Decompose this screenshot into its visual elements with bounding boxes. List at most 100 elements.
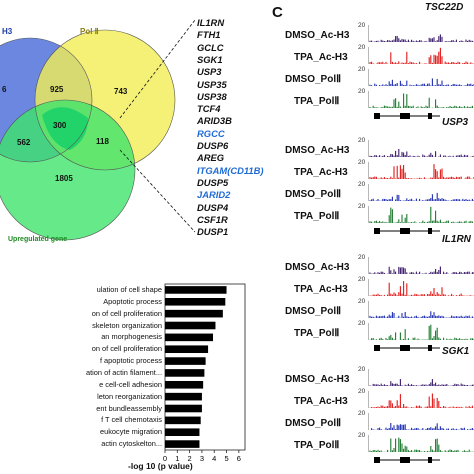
track-label: DMSO_PolⅡ — [285, 306, 342, 317]
coverage-track — [368, 369, 474, 386]
venn-set-b-outline — [34, 29, 176, 171]
coverage-track — [368, 391, 474, 408]
track-scale-label: 20 — [358, 137, 366, 144]
gene-model-exon — [428, 228, 432, 234]
coverage-track — [368, 206, 474, 223]
go-term-label: Apoptotic process — [103, 296, 162, 306]
gene-list-item: CSF1R — [197, 213, 228, 225]
gene-model-exon — [428, 457, 432, 463]
gene-model — [374, 345, 440, 351]
coverage-track — [368, 140, 474, 157]
bar — [165, 357, 206, 365]
gene-model — [374, 228, 440, 234]
bar — [165, 297, 226, 306]
track-scale-label: 20 — [358, 388, 366, 395]
coverage-track — [368, 279, 474, 296]
bar — [165, 392, 202, 401]
track-scale-label: 20 — [358, 66, 366, 73]
go-term-label: on of cell proliferation — [91, 344, 162, 354]
coverage-track — [368, 69, 474, 86]
bar — [165, 440, 200, 448]
gene-model-exon — [400, 345, 410, 351]
venn-count-abc: 300 — [53, 121, 67, 130]
track-label: DMSO_Ac-H3 — [285, 145, 350, 156]
track-scale-label: 20 — [358, 410, 366, 417]
x-tick-label: 5 — [224, 454, 228, 463]
track-scale-label: 20 — [358, 44, 366, 51]
gene-list-item: TCF4 — [197, 103, 221, 115]
gene-list-item: AREG — [197, 152, 225, 164]
coverage-track — [368, 25, 474, 42]
gene-list-item: RGCC — [197, 127, 225, 139]
gene-list-item: IL1RN — [197, 17, 225, 28]
venn-set-b-label: Pol Ⅱ — [80, 27, 99, 36]
gene-model-exon — [400, 457, 410, 463]
gene-model-exon — [374, 345, 380, 351]
track-scale-label: 20 — [358, 22, 366, 29]
go-term-label: leton reorganization — [97, 391, 162, 401]
track-scale-label: 20 — [358, 203, 366, 210]
bar — [165, 309, 223, 318]
venn-count-bc: 118 — [96, 137, 109, 146]
bar — [165, 286, 227, 294]
track-label: TPA_Ac-H3 — [294, 396, 348, 407]
venn-connector-bottom — [119, 149, 196, 233]
track-scale-label: 20 — [358, 254, 366, 261]
gene-model-exon — [374, 457, 380, 463]
go-term-label: e cell-cell adhesion — [99, 379, 162, 389]
track-label: TPA_Ac-H3 — [294, 284, 348, 295]
coverage-track — [368, 91, 474, 108]
venn-set-a-label: H3 — [2, 27, 13, 36]
go-term-label: eukocyte migration — [99, 427, 162, 437]
gene-list-item: FTH1 — [197, 29, 221, 41]
venn-set-c-circle — [0, 100, 135, 240]
gene-list-item: JARID2 — [197, 189, 231, 201]
track-label: TPA_PolⅡ — [294, 328, 340, 339]
go-term-label: actin cytoskelton... — [101, 439, 162, 449]
track-label: TPA_PolⅡ — [294, 440, 340, 451]
gene-list-item: USP35 — [197, 78, 227, 90]
gene-list-item: SGK1 — [197, 53, 223, 65]
track-gene-title: IL1RN — [442, 234, 471, 245]
gene-list-item: ITGAM(CD11B) — [197, 164, 264, 176]
coverage-track — [368, 162, 474, 179]
track-scale-label: 20 — [358, 181, 366, 188]
gene-model-exon — [374, 228, 380, 234]
track-scale-label: 20 — [358, 320, 366, 327]
bar-chart-frame — [164, 283, 246, 451]
track-gene-title: TSC22D — [425, 2, 464, 13]
bar — [165, 404, 202, 413]
track-scale-label: 20 — [358, 298, 366, 305]
coverage-track — [368, 413, 474, 430]
bar — [165, 321, 216, 330]
gene-model-exon — [374, 113, 380, 119]
bar — [165, 428, 200, 437]
go-term-label: ent bundleassembly — [96, 403, 162, 413]
track-label: TPA_PolⅡ — [294, 211, 340, 222]
venn-center-region — [42, 107, 88, 150]
x-tick-label: 4 — [212, 454, 216, 463]
bar — [165, 416, 201, 425]
gene-list-item: DUSP1 — [197, 226, 229, 238]
gene-list-item: DUSP5 — [197, 176, 229, 188]
go-term-label: f T cell chemotaxis — [101, 415, 162, 425]
gene-list-item: DUSP6 — [197, 140, 229, 151]
venn-count-b-only: 743 — [114, 87, 128, 96]
go-term-label: ation of actin filament... — [86, 367, 162, 377]
track-scale-label: 20 — [358, 432, 366, 439]
track-gene-title: USP3 — [442, 117, 469, 128]
track-gene-title: SGK1 — [442, 346, 470, 357]
go-term-label: an morphogenesis — [101, 332, 162, 342]
gene-list-item: USP38 — [197, 90, 227, 102]
venn-connector-top — [119, 19, 196, 119]
x-tick-label: 2 — [188, 454, 192, 463]
bar — [165, 345, 209, 354]
venn-set-c-label: Upregulated gene — [8, 236, 68, 243]
track-label: DMSO_Ac-H3 — [285, 30, 350, 41]
bar — [165, 333, 213, 342]
track-scale-label: 20 — [358, 159, 366, 166]
track-label: DMSO_Ac-H3 — [285, 262, 350, 273]
coverage-track — [368, 435, 474, 452]
track-label: TPA_PolⅡ — [294, 96, 340, 107]
gene-list-item: ARID3B — [197, 115, 232, 127]
